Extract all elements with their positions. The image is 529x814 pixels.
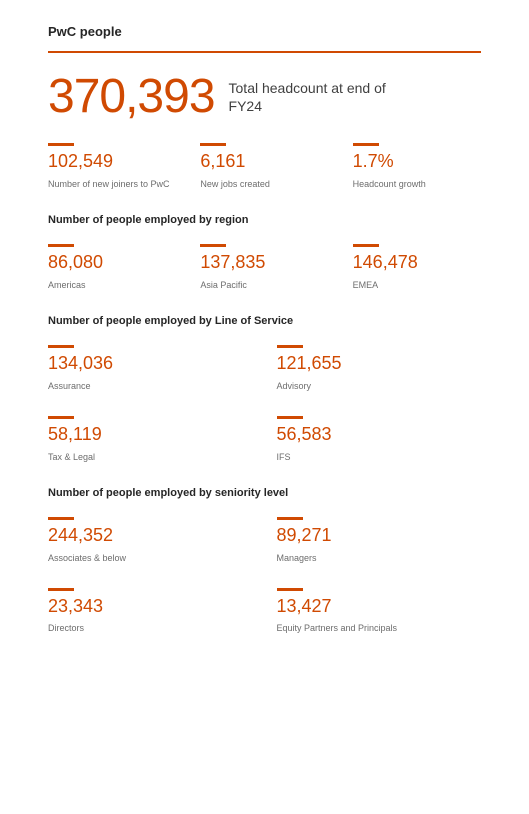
stat-label: Number of new joiners to PwC (48, 178, 176, 190)
stat-associates: 244,352 Associates & below (48, 517, 253, 564)
stat-label: Tax & Legal (48, 451, 188, 463)
headline-value: 370,393 (48, 73, 215, 121)
stat-tick (48, 345, 74, 348)
headline-block: 370,393 Total headcount at end of FY24 (48, 73, 481, 121)
stat-value: 121,655 (277, 354, 482, 374)
seniority-stats-row-1: 244,352 Associates & below 89,271 Manage… (48, 517, 481, 564)
stat-tax-legal: 58,119 Tax & Legal (48, 416, 253, 463)
stat-assurance: 134,036 Assurance (48, 345, 253, 392)
los-stats-row-2: 58,119 Tax & Legal 56,583 IFS (48, 416, 481, 463)
stat-value: 102,549 (48, 152, 176, 172)
stat-value: 1.7% (353, 152, 481, 172)
stat-new-jobs: 6,161 New jobs created (200, 143, 328, 190)
stat-value: 134,036 (48, 354, 253, 374)
stat-equity-partners: 13,427 Equity Partners and Principals (277, 588, 482, 635)
stat-label: Equity Partners and Principals (277, 622, 417, 634)
divider-rule (48, 51, 481, 53)
stat-value: 146,478 (353, 253, 481, 273)
summary-stats-row: 102,549 Number of new joiners to PwC 6,1… (48, 143, 481, 190)
infographic-page: PwC people 370,393 Total headcount at en… (0, 0, 529, 699)
page-title: PwC people (48, 24, 481, 39)
region-stats-row: 86,080 Americas 137,835 Asia Pacific 146… (48, 244, 481, 291)
seniority-stats-row-2: 23,343 Directors 13,427 Equity Partners … (48, 588, 481, 635)
stat-tick (48, 517, 74, 520)
section-heading-los: Number of people employed by Line of Ser… (48, 315, 481, 327)
stat-value: 86,080 (48, 253, 176, 273)
stat-tick (277, 345, 303, 348)
stat-directors: 23,343 Directors (48, 588, 253, 635)
stat-americas: 86,080 Americas (48, 244, 176, 291)
stat-managers: 89,271 Managers (277, 517, 482, 564)
stat-label: Assurance (48, 380, 188, 392)
stat-value: 58,119 (48, 425, 253, 445)
stat-label: Advisory (277, 380, 417, 392)
stat-label: Managers (277, 552, 417, 564)
stat-value: 89,271 (277, 526, 482, 546)
stat-asia-pacific: 137,835 Asia Pacific (200, 244, 328, 291)
stat-tick (277, 416, 303, 419)
stat-value: 23,343 (48, 597, 253, 617)
stat-tick (277, 517, 303, 520)
stat-value: 244,352 (48, 526, 253, 546)
stat-value: 137,835 (200, 253, 328, 273)
stat-tick (48, 588, 74, 591)
stat-label: Asia Pacific (200, 279, 328, 291)
section-heading-seniority: Number of people employed by seniority l… (48, 487, 481, 499)
stat-label: Americas (48, 279, 176, 291)
stat-label: Associates & below (48, 552, 188, 564)
stat-value: 56,583 (277, 425, 482, 445)
stat-new-joiners: 102,549 Number of new joiners to PwC (48, 143, 176, 190)
stat-tick (200, 244, 226, 247)
stat-advisory: 121,655 Advisory (277, 345, 482, 392)
stat-emea: 146,478 EMEA (353, 244, 481, 291)
stat-tick (200, 143, 226, 146)
stat-label: Headcount growth (353, 178, 481, 190)
stat-tick (277, 588, 303, 591)
stat-value: 6,161 (200, 152, 328, 172)
section-heading-region: Number of people employed by region (48, 214, 481, 226)
stat-label: IFS (277, 451, 417, 463)
los-stats-row-1: 134,036 Assurance 121,655 Advisory (48, 345, 481, 392)
stat-label: EMEA (353, 279, 481, 291)
headline-description: Total headcount at end of FY24 (229, 79, 389, 115)
stat-headcount-growth: 1.7% Headcount growth (353, 143, 481, 190)
stat-label: New jobs created (200, 178, 328, 190)
stat-tick (353, 244, 379, 247)
stat-ifs: 56,583 IFS (277, 416, 482, 463)
stat-tick (48, 416, 74, 419)
stat-tick (353, 143, 379, 146)
stat-value: 13,427 (277, 597, 482, 617)
stat-tick (48, 244, 74, 247)
stat-label: Directors (48, 622, 188, 634)
stat-tick (48, 143, 74, 146)
